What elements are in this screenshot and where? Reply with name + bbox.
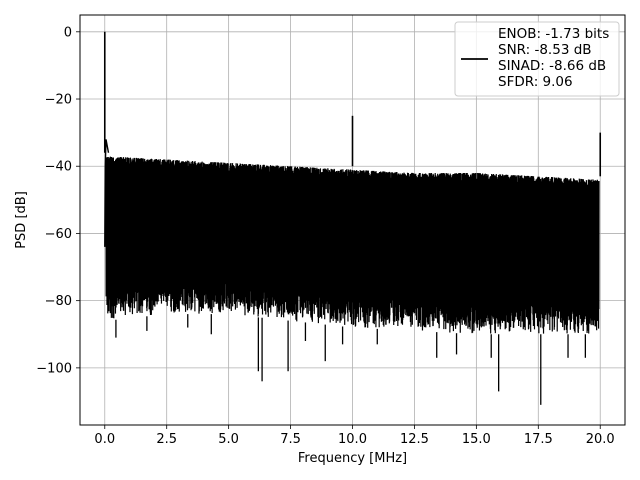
y-axis-ticks: 0 −20 −40 −60 −80 −100 (36, 25, 80, 376)
legend: ENOB: -1.73 bits SNR: -8.53 dB SINAD: -8… (454, 21, 620, 97)
legend-sinad: SINAD: -8.66 dB (498, 58, 606, 74)
legend-box (454, 21, 620, 97)
dc-rolloff (104, 139, 110, 247)
y-tick-label: −60 (45, 227, 72, 242)
x-axis-ticks: 0.0 2.5 5.0 7.5 10.0 12.5 15.0 17.5 20.0 (94, 425, 615, 447)
y-tick-label: −20 (45, 93, 72, 108)
x-tick-label: 0.0 (94, 432, 115, 447)
y-tick-label: −40 (45, 160, 72, 175)
x-tick-label: 7.5 (280, 432, 301, 447)
x-axis-label: Frequency [MHz] (298, 451, 407, 466)
x-tick-label: 20.0 (586, 432, 615, 447)
psd-trace (105, 156, 600, 334)
x-tick-label: 12.5 (400, 432, 429, 447)
x-tick-label: 17.5 (524, 432, 553, 447)
x-tick-label: 10.0 (338, 432, 367, 447)
y-tick-label: −80 (45, 294, 72, 309)
x-tick-label: 2.5 (156, 432, 177, 447)
x-tick-label: 5.0 (218, 432, 239, 447)
x-tick-label: 15.0 (462, 432, 491, 447)
legend-snr: SNR: -8.53 dB (498, 42, 592, 58)
legend-sfdr: SFDR: 9.06 (498, 74, 573, 90)
legend-enob: ENOB: -1.73 bits (498, 26, 609, 42)
y-tick-label: −100 (36, 361, 72, 376)
y-axis-label: PSD [dB] (14, 191, 29, 249)
y-tick-label: 0 (64, 25, 72, 40)
series-layer (103, 31, 602, 405)
